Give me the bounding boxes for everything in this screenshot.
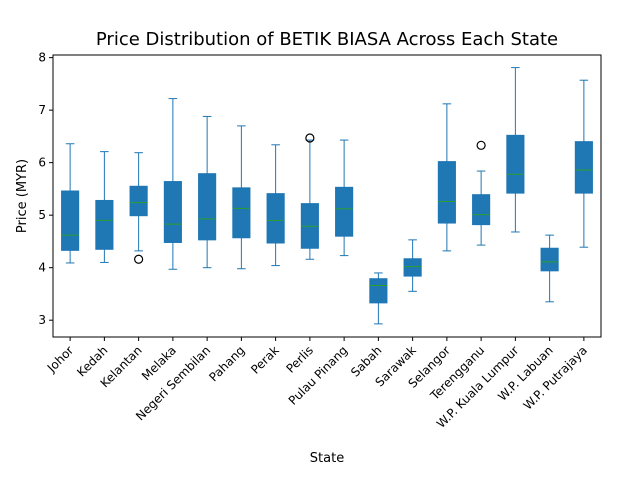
x-axis-label: State (310, 451, 344, 466)
box (232, 187, 251, 239)
box (129, 185, 148, 217)
box (437, 161, 456, 224)
y-tick-label: 6 (38, 156, 46, 170)
outlier-point (476, 140, 486, 150)
box (574, 141, 593, 194)
box (266, 193, 285, 244)
boxes-group (61, 67, 593, 325)
outlier-point (134, 254, 144, 264)
box (506, 134, 525, 194)
box (335, 186, 354, 237)
box (61, 190, 80, 251)
y-axis-label: Price (MYR) (15, 159, 30, 233)
box (95, 199, 114, 250)
y-tick-label: 8 (38, 51, 46, 65)
box (472, 194, 491, 226)
outlier-point (305, 133, 315, 143)
x-tick-label: Pahang (206, 343, 247, 384)
y-axis: 3 4 5 6 7 8 (38, 51, 53, 327)
chart-title: Price Distribution of BETIK BIASA Across… (96, 29, 558, 50)
y-tick-label: 5 (38, 208, 46, 222)
plot-area-frame (52, 54, 602, 338)
x-tick-label: Perak (248, 343, 282, 377)
box (198, 173, 217, 241)
x-tick-label: Perlis (283, 343, 316, 376)
box (403, 258, 422, 277)
box (163, 181, 182, 243)
y-tick-label: 4 (38, 261, 46, 275)
y-tick-label: 7 (38, 103, 46, 117)
x-tick-label: Johor (44, 343, 76, 375)
y-tick-label: 3 (38, 313, 46, 327)
box (540, 247, 559, 272)
x-tick-label: W.P. Putrajaya (521, 343, 590, 412)
box (369, 278, 388, 304)
